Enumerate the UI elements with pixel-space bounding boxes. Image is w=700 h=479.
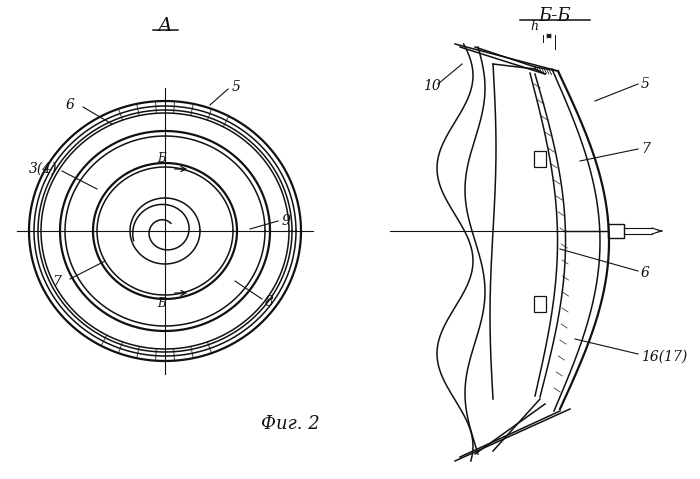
Text: 16(17): 16(17) (641, 350, 687, 364)
Text: 7: 7 (641, 142, 650, 156)
Bar (608, 224, 624, 238)
Text: 7: 7 (52, 275, 62, 289)
Text: Б: Б (158, 152, 166, 165)
Text: h: h (530, 20, 538, 33)
Text: Б: Б (158, 297, 166, 310)
Text: А: А (158, 17, 172, 35)
Text: 8: 8 (265, 295, 274, 309)
Text: Фиг. 2: Фиг. 2 (260, 415, 319, 433)
Text: 6: 6 (66, 98, 74, 112)
Text: 5: 5 (641, 77, 650, 91)
Text: 5: 5 (232, 80, 241, 94)
Bar (534, 296, 546, 312)
Bar (534, 151, 546, 167)
Text: 3(4): 3(4) (29, 162, 57, 176)
Text: 6: 6 (641, 266, 650, 280)
Text: Б-Б: Б-Б (539, 7, 571, 25)
Text: 10: 10 (423, 79, 441, 93)
Text: 9: 9 (282, 214, 291, 228)
